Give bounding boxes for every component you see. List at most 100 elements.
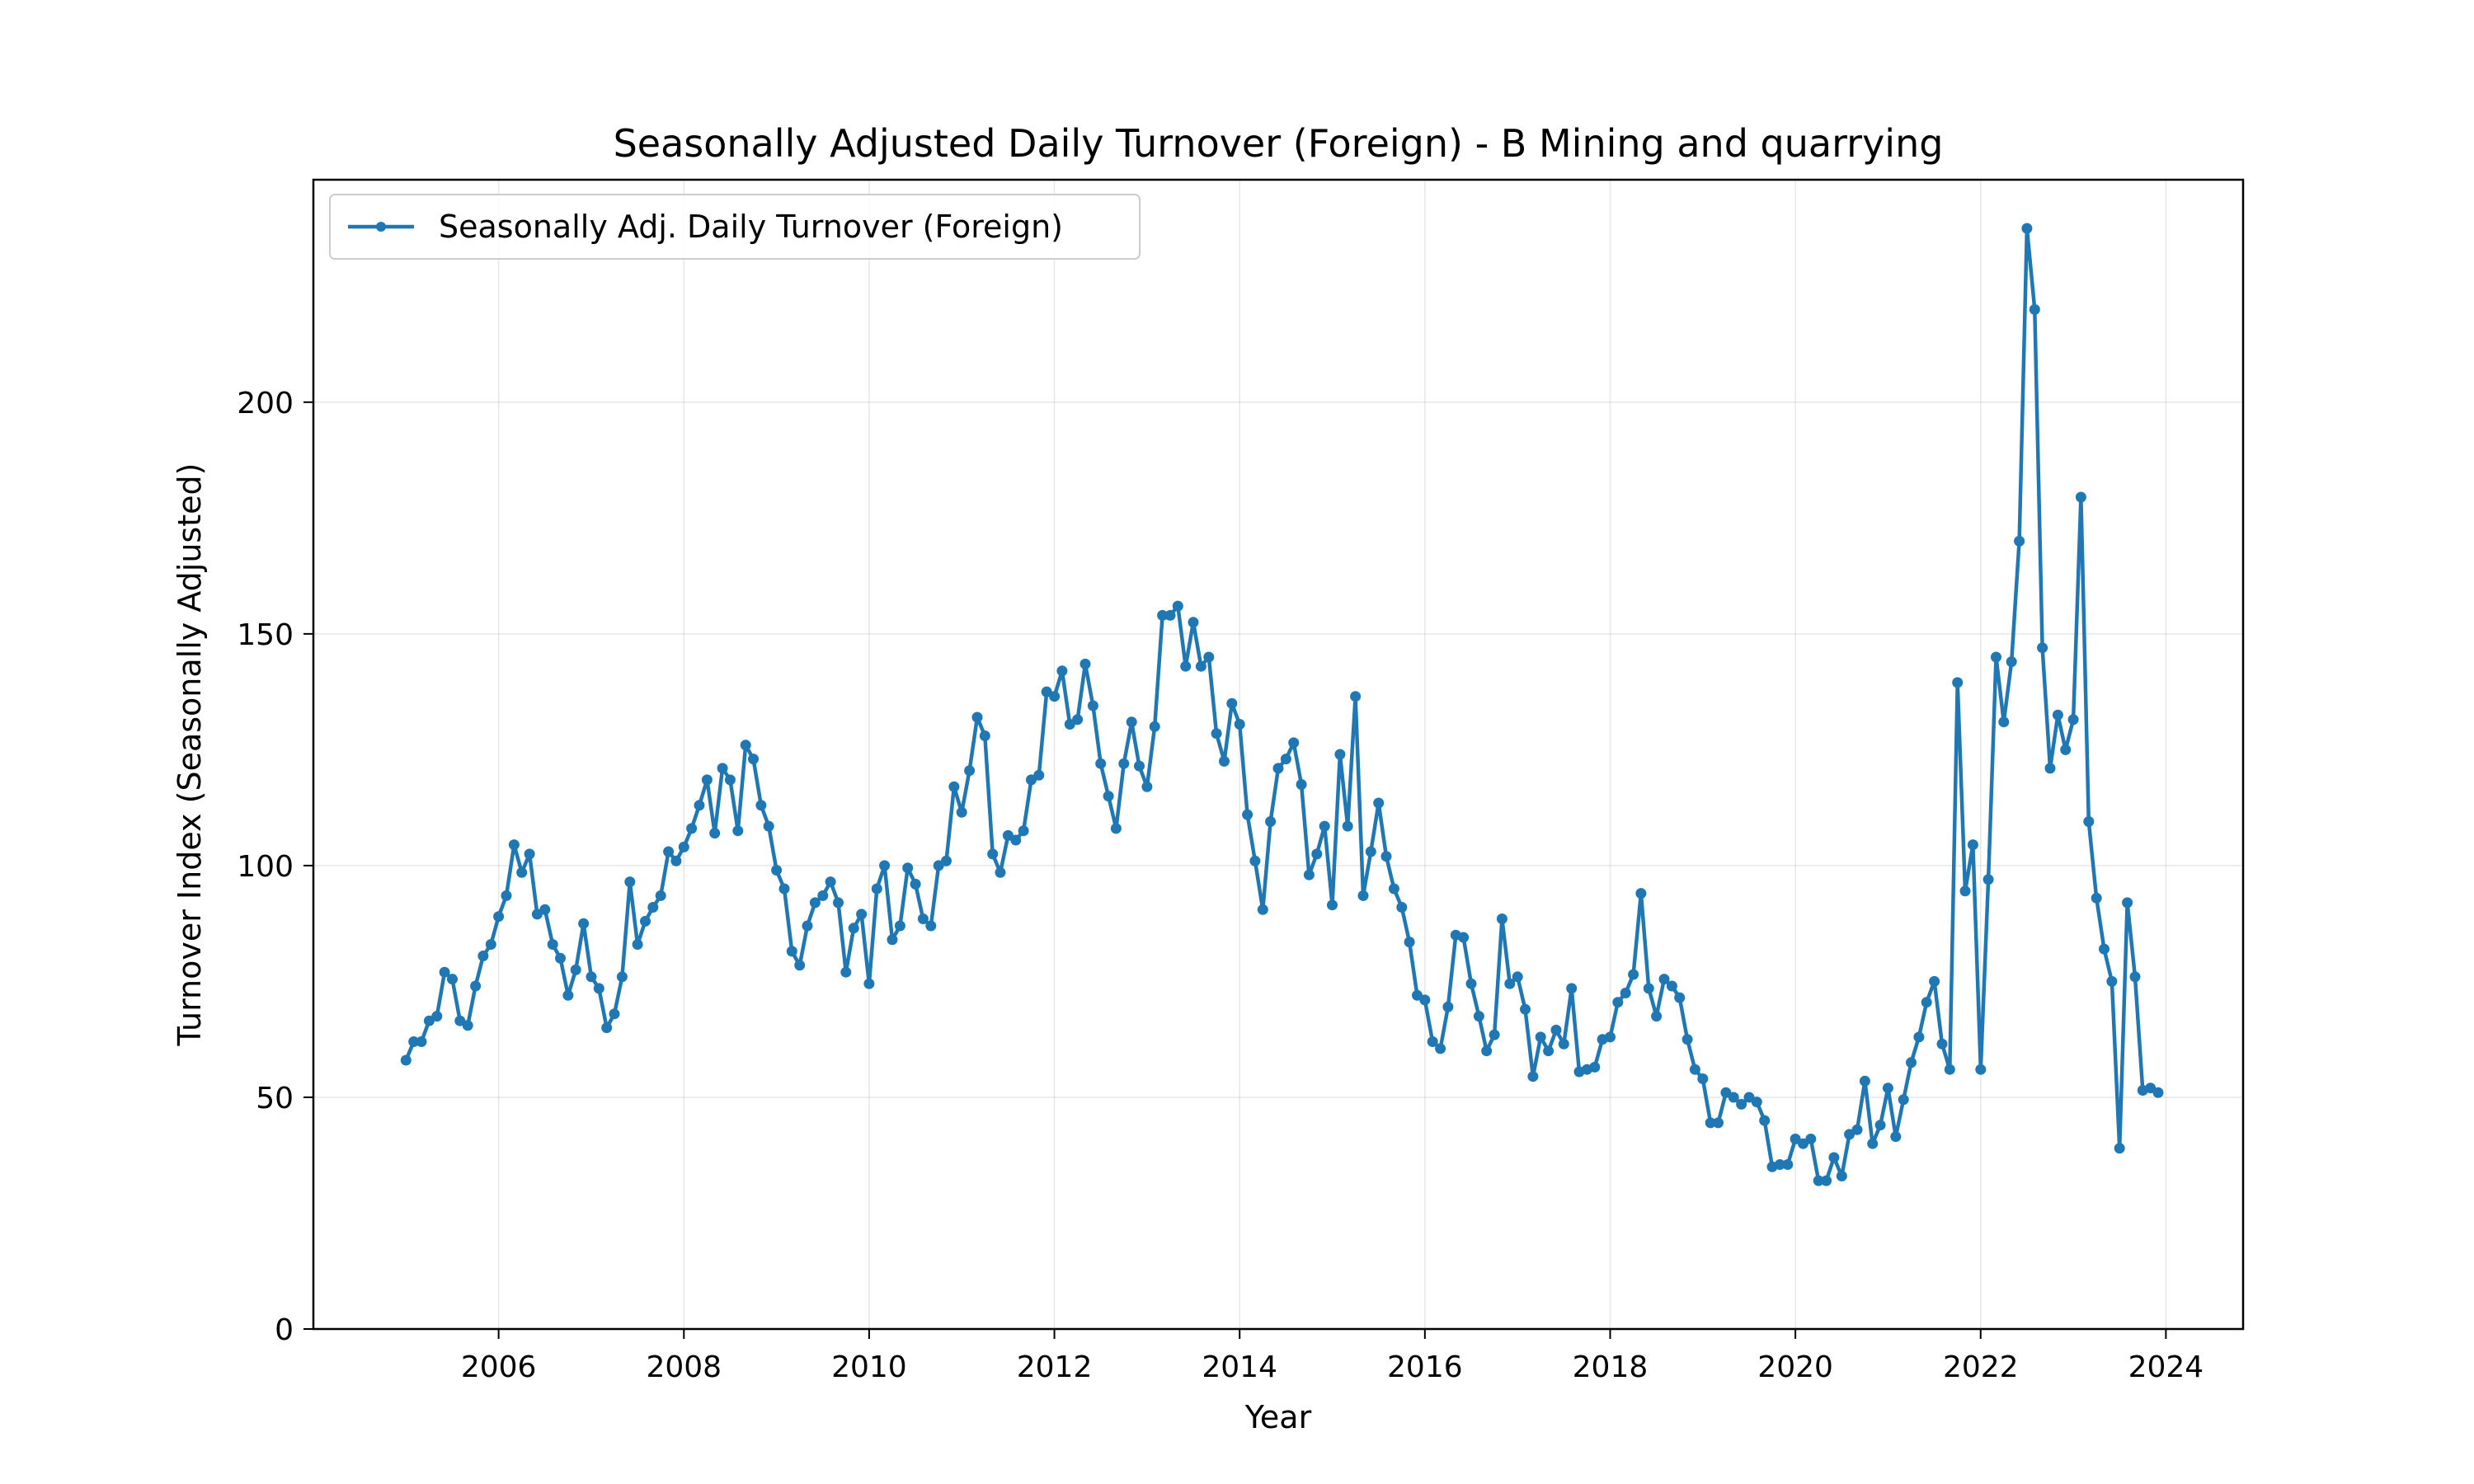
data-point	[1929, 975, 1940, 987]
data-point	[2021, 223, 2033, 234]
data-point	[1319, 820, 1330, 832]
data-point	[1465, 978, 1477, 989]
data-point	[1991, 651, 2001, 663]
data-point	[1975, 1064, 1987, 1075]
data-point	[555, 952, 566, 964]
data-point	[1180, 660, 1192, 672]
data-point	[1365, 846, 1376, 857]
data-point	[2106, 975, 2118, 987]
data-point	[1751, 1097, 1762, 1108]
x-tick-label: 2024	[2128, 1350, 2204, 1384]
data-point	[1087, 700, 1098, 711]
data-point	[879, 860, 891, 871]
data-point	[894, 920, 905, 932]
data-point	[1952, 677, 1964, 688]
data-point	[2129, 971, 2141, 983]
data-point	[1172, 600, 1183, 612]
data-point	[2122, 897, 2133, 909]
data-point	[678, 841, 689, 852]
data-point	[2006, 656, 2017, 668]
data-point	[1681, 1034, 1693, 1045]
data-point	[1959, 885, 1971, 897]
data-point	[1543, 1045, 1554, 1057]
data-point	[640, 915, 651, 927]
data-point	[1396, 902, 1408, 913]
data-point	[516, 866, 528, 878]
data-point	[1342, 820, 1353, 832]
x-tick-label: 2020	[1757, 1350, 1833, 1384]
data-point	[1373, 797, 1385, 809]
data-point	[1589, 1061, 1601, 1073]
x-tick-label: 2014	[1202, 1350, 1277, 1384]
data-point	[1844, 1129, 1856, 1140]
data-point	[1072, 714, 1084, 726]
data-point	[562, 989, 574, 1001]
data-point	[1489, 1029, 1500, 1040]
data-point	[856, 909, 868, 920]
data-point	[809, 897, 821, 909]
x-tick-label: 2010	[831, 1350, 907, 1384]
y-tick-label: 50	[256, 1082, 294, 1115]
data-point	[2067, 714, 2079, 726]
data-point	[740, 740, 751, 751]
data-point	[1095, 758, 1107, 769]
data-point	[1713, 1117, 1724, 1129]
data-point	[794, 960, 806, 971]
data-point	[2029, 303, 2040, 315]
data-point	[647, 902, 659, 913]
data-point	[2014, 535, 2025, 547]
data-point	[778, 883, 790, 895]
data-point	[1944, 1064, 1955, 1075]
legend-point-marker	[376, 222, 386, 232]
data-point	[1790, 1134, 1801, 1144]
x-tick-label: 2006	[461, 1350, 537, 1384]
data-point	[979, 730, 990, 741]
data-point	[1936, 1038, 1948, 1050]
data-point	[1605, 1031, 1616, 1043]
data-point	[1404, 937, 1415, 948]
data-point	[717, 763, 728, 774]
data-point	[2052, 709, 2063, 721]
data-point	[1303, 869, 1315, 881]
data-point	[971, 711, 983, 723]
data-point	[732, 825, 744, 837]
data-point	[902, 862, 914, 874]
data-point	[817, 890, 829, 901]
chart-title: Seasonally Adjusted Daily Turnover (Fore…	[614, 121, 1944, 166]
data-point	[840, 966, 852, 978]
data-point	[1697, 1073, 1709, 1084]
data-point	[1188, 617, 1199, 628]
data-point	[593, 983, 604, 994]
data-point	[1558, 1038, 1569, 1050]
data-point	[2083, 816, 2095, 827]
data-point	[1496, 913, 1507, 924]
data-point	[1327, 899, 1338, 911]
y-tick-label: 0	[275, 1313, 294, 1347]
data-point	[1064, 719, 1075, 730]
data-point	[1481, 1045, 1493, 1057]
data-point	[1867, 1138, 1879, 1149]
data-point	[439, 966, 450, 978]
data-point	[616, 971, 628, 983]
data-point	[1272, 763, 1284, 774]
data-point	[1921, 997, 1932, 1008]
data-point	[694, 800, 705, 811]
data-point	[1473, 1011, 1484, 1022]
x-tick-label: 2022	[1943, 1350, 2019, 1384]
data-point	[1149, 721, 1160, 732]
data-point	[802, 920, 813, 932]
data-point	[547, 939, 558, 950]
x-tick-label: 2016	[1387, 1350, 1463, 1384]
data-point	[408, 1036, 420, 1047]
data-point	[1249, 855, 1261, 866]
data-point	[755, 800, 767, 811]
data-point	[1164, 609, 1176, 621]
data-point	[1913, 1031, 1925, 1043]
data-point	[987, 848, 999, 860]
data-point	[1805, 1134, 1817, 1144]
data-point	[1504, 978, 1516, 989]
data-point	[1350, 691, 1362, 702]
data-point	[1226, 697, 1238, 709]
data-point	[1334, 749, 1346, 760]
